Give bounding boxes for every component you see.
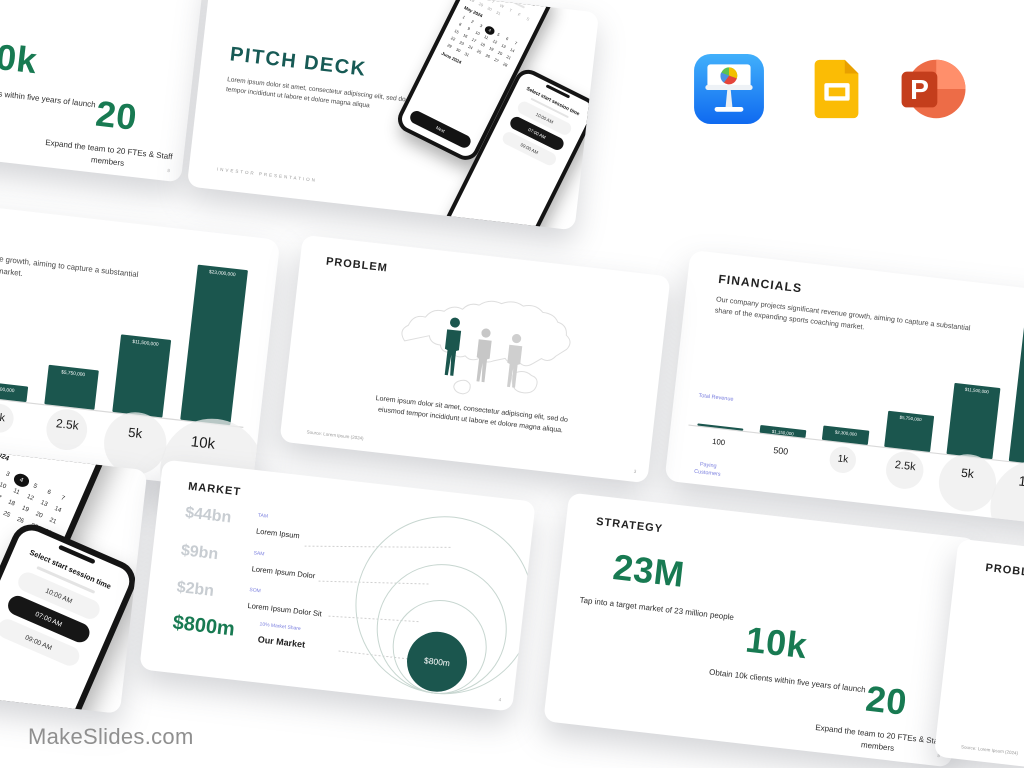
cover-title: PITCH DECK xyxy=(228,43,368,81)
stat-caption: Obtain 10k clients within five years of … xyxy=(708,667,867,695)
category-label: 100 xyxy=(711,438,726,448)
market-tag: SAM xyxy=(253,550,265,558)
slide-thumb-strategy[interactable]: STRATEGY 23M Tap into a target market of… xyxy=(543,492,977,768)
bar: $23,000,000 xyxy=(1008,318,1024,467)
market-label: Our Market xyxy=(257,634,306,650)
next-button: Next xyxy=(407,108,473,150)
market-row-tam: $44bn TAM Lorem Ipsum xyxy=(183,504,301,543)
stat-caption: Tap into a target market of 23 million p… xyxy=(579,595,735,622)
market-tag: TAM xyxy=(257,512,269,520)
source-note: Source: Lorem Ipsum (2024) xyxy=(306,429,364,441)
slide-title: PROBLEM xyxy=(984,561,1024,581)
slide-title: PROBLEM xyxy=(325,255,389,275)
market-label: Lorem Ipsum Dolor xyxy=(251,564,316,581)
bar: $23,000,000 xyxy=(180,264,248,426)
brand-site-name: MakeSlides.com xyxy=(28,724,194,749)
stat-caption: Expand the team to 20 FTEs & Staff membe… xyxy=(44,137,173,168)
stat-value: 20 xyxy=(863,677,910,723)
slide-title: MARKET xyxy=(187,480,242,499)
bar: $5,750,000 xyxy=(44,364,99,410)
market-tag: 10% Market Share xyxy=(259,621,302,633)
source-note: Source: Lorem Ipsum (2024) xyxy=(960,744,1019,756)
google-slides-icon xyxy=(802,54,872,129)
slide-thumb-cover[interactable]: PITCH DECK Lorem ipsum dolor sit amet, c… xyxy=(186,0,600,231)
phone-mockup-time: Select start session time 10:00 AM 07:00… xyxy=(0,517,142,714)
person-icons-group xyxy=(435,309,531,396)
keynote-icon xyxy=(692,52,766,131)
market-label: Lorem Ipsum xyxy=(255,526,301,541)
slide-thumb-financials-partial[interactable]: FINANCIALS Our company projects signific… xyxy=(0,189,281,492)
powerpoint-icon: P xyxy=(894,50,972,133)
stat-caption: Obtain 10k clients within five years of … xyxy=(0,83,97,110)
slide-title: STRATEGY xyxy=(595,515,664,536)
market-row-our-market: $800m 10% Market Share Our Market xyxy=(171,612,307,653)
bar: $11,500,000 xyxy=(112,334,172,418)
map-outline xyxy=(401,300,571,395)
market-tag: SOM xyxy=(249,587,262,595)
slide-thumb-market[interactable]: MARKET $44bn TAM Lorem Ipsum $9bn SAM Lo… xyxy=(139,459,536,712)
stat-value: 23M xyxy=(610,546,687,595)
stat-value: 20 xyxy=(93,92,140,138)
category-label: 500 xyxy=(772,445,789,457)
bar: $2,300,000 xyxy=(0,380,29,403)
slide-thumb-problem[interactable]: PROBLEM Lorem ipsum dolor sit amet, con xyxy=(279,234,671,484)
person-icon xyxy=(507,333,523,388)
bar: $2,300,000 xyxy=(821,425,870,445)
page-number: 3 xyxy=(633,468,637,474)
bar: $11,500,000 xyxy=(946,382,1001,460)
market-amount: $44bn xyxy=(184,504,233,527)
slide-thumb-strategy-partial[interactable]: STRATEGY 23M Tap into a target market of… xyxy=(0,0,207,183)
page-number: 4 xyxy=(498,696,502,703)
market-row-sam: $9bn SAM Lorem Ipsum Dolor xyxy=(179,542,317,583)
bar: $5,750,000 xyxy=(884,410,935,453)
bar: $1,150,000 xyxy=(759,424,807,438)
market-amount: $800m xyxy=(171,611,236,641)
market-label: Lorem Ipsum Dolor Sit xyxy=(247,600,323,619)
market-amount: $2bn xyxy=(175,578,215,600)
bar xyxy=(697,423,744,431)
market-amount: $9bn xyxy=(179,542,220,564)
person-icon xyxy=(444,317,462,376)
stat-value: 10k xyxy=(0,33,40,82)
phone-screen: Select start session time 10:00 AM 07:00… xyxy=(0,525,134,714)
stat-value: 10k xyxy=(743,618,810,667)
slide-thumb-financials[interactable]: FINANCIALS Our company projects signific… xyxy=(664,249,1024,528)
cover-footer: INVESTOR PRESENTATION xyxy=(216,166,318,183)
person-icon xyxy=(476,328,492,383)
svg-text:P: P xyxy=(910,74,929,105)
